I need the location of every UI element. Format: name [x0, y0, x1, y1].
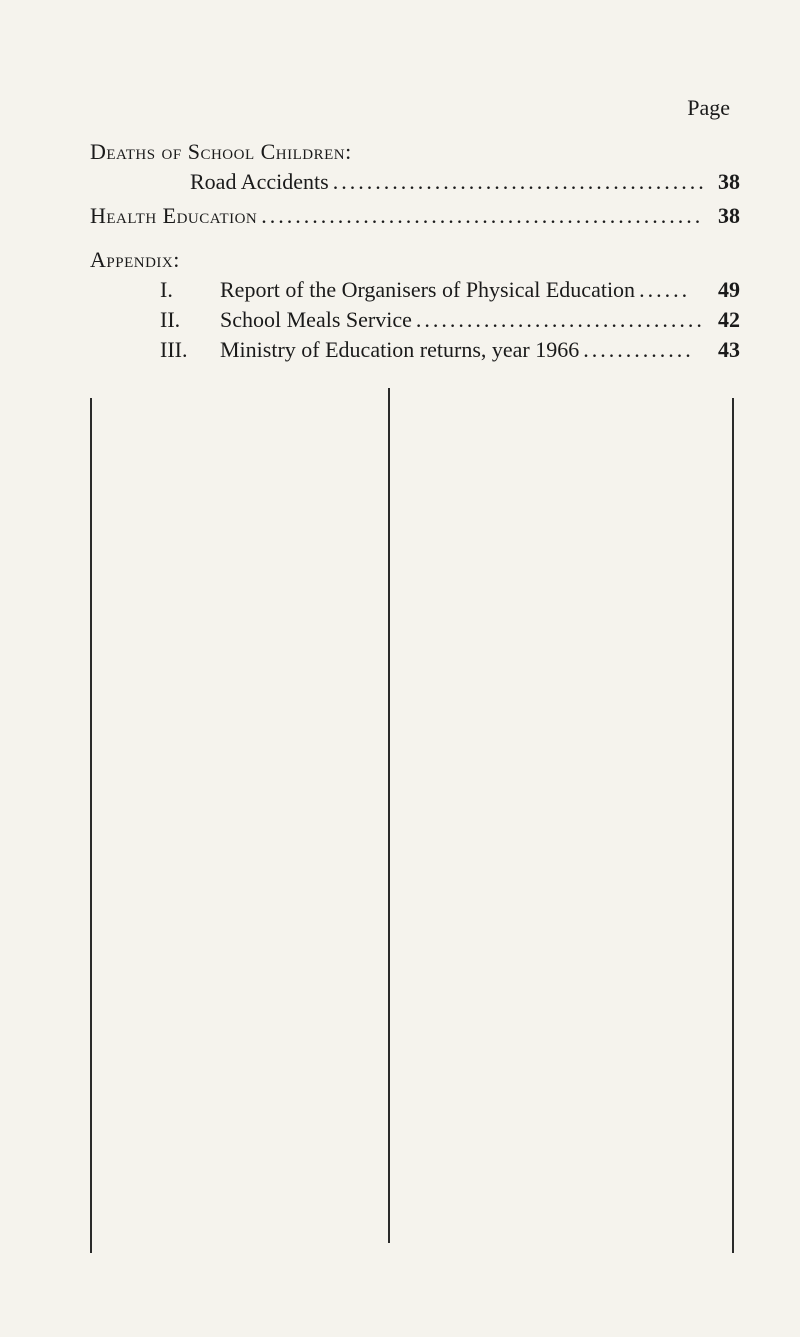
roman-3: III.: [160, 337, 220, 363]
leader-dots: ........................................…: [412, 307, 704, 333]
health-education-line: Health Education .......................…: [90, 203, 740, 229]
page-header-label: Page: [90, 95, 740, 121]
road-accidents-page: 38: [704, 169, 740, 195]
deaths-heading: Deaths of School Children:: [90, 139, 740, 165]
road-accidents-line: Road Accidents .........................…: [90, 169, 740, 195]
appendix-2-label: School Meals Service: [220, 307, 412, 333]
road-accidents-label: Road Accidents: [190, 169, 329, 195]
appendix-1-page: 49: [704, 277, 740, 303]
appendix-section: Appendix: I. Report of the Organisers of…: [90, 247, 740, 363]
appendix-item-2: II. School Meals Service ...............…: [90, 307, 740, 333]
roman-2: II.: [160, 307, 220, 333]
health-education-page: 38: [704, 203, 740, 229]
leader-dots: ........................................…: [329, 169, 704, 195]
leader-dots: ......: [635, 277, 704, 303]
appendix-heading: Appendix:: [90, 247, 740, 273]
table-border-lines: [90, 388, 740, 1258]
leader-dots: ........................................…: [257, 203, 704, 229]
leader-dots: .............: [579, 337, 704, 363]
deaths-section: Deaths of School Children: Road Accident…: [90, 139, 740, 195]
health-section: Health Education .......................…: [90, 203, 740, 229]
appendix-3-label: Ministry of Education returns, year 1966: [220, 337, 579, 363]
vert-line-right: [732, 398, 734, 1253]
roman-1: I.: [160, 277, 220, 303]
appendix-item-3: III. Ministry of Education returns, year…: [90, 337, 740, 363]
appendix-item-1: I. Report of the Organisers of Physical …: [90, 277, 740, 303]
vert-line-left: [90, 398, 92, 1253]
appendix-1-label: Report of the Organisers of Physical Edu…: [220, 277, 635, 303]
vert-line-middle: [388, 388, 390, 1243]
health-education-label: Health Education: [90, 203, 257, 229]
appendix-3-page: 43: [704, 337, 740, 363]
appendix-2-page: 42: [704, 307, 740, 333]
